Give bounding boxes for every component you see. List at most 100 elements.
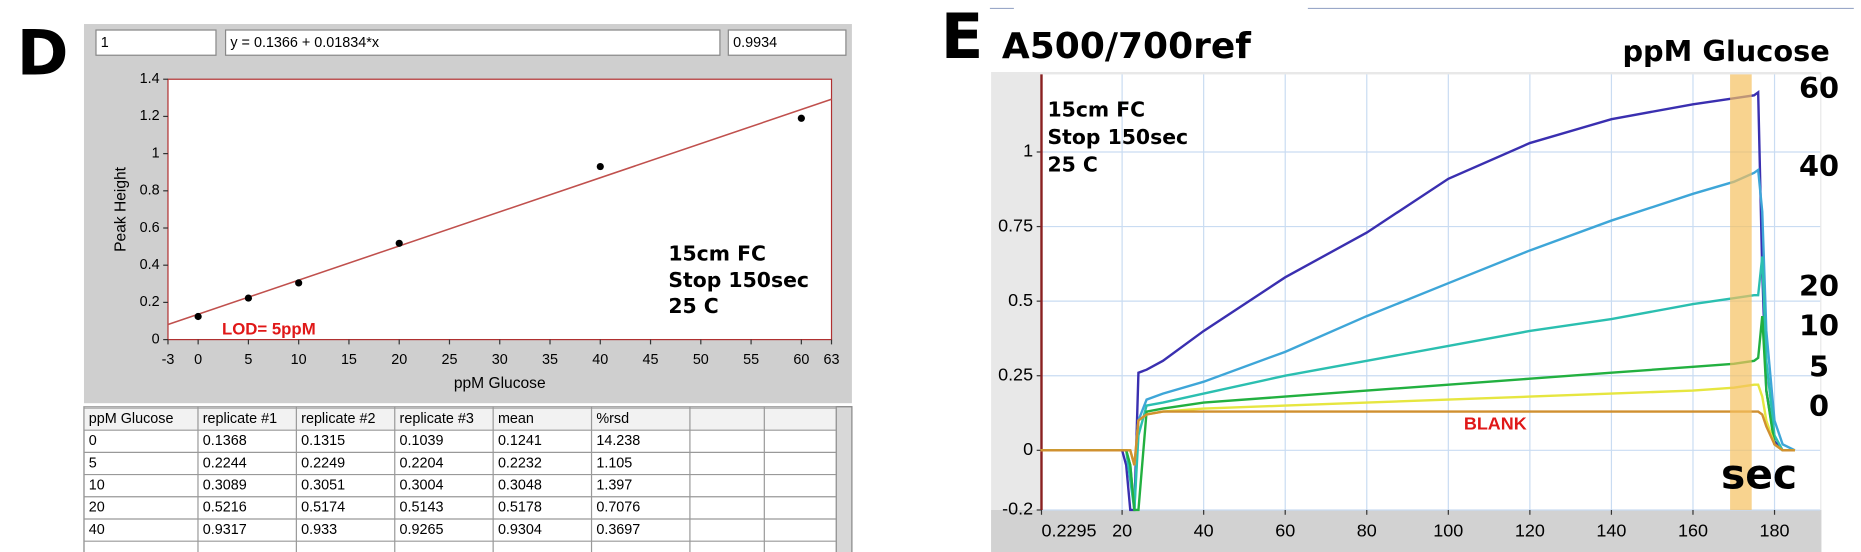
table-cell: 0.5174	[301, 500, 345, 516]
x-tick-label: 180	[1760, 520, 1790, 540]
field-text: 0.9934	[733, 35, 777, 51]
x-tick-label: 10	[291, 352, 307, 368]
y-tick-label: 0.75	[998, 215, 1033, 235]
field-text: 1	[101, 35, 109, 51]
series-line	[1040, 315, 1795, 512]
table-cell: 0.1315	[301, 433, 345, 449]
y-axis-label: Peak Height	[112, 166, 129, 252]
data-point	[596, 162, 604, 171]
table-cell: 0.7076	[596, 500, 640, 516]
series-label: 60	[1799, 71, 1839, 105]
table-cell: 0.2249	[301, 455, 345, 471]
y-tick-label: 1.4	[140, 71, 160, 87]
x-tick-label: 45	[643, 352, 659, 368]
table-header-cell: replicate #1	[203, 411, 277, 427]
table-cell: 10	[89, 477, 105, 493]
chart-title: A500/700ref	[1002, 26, 1251, 67]
table-header-cell: replicate #2	[301, 411, 375, 427]
y-tick-label: 0	[1023, 439, 1033, 459]
table-cell: 0.2232	[498, 455, 542, 471]
x-tick-label: 35	[542, 352, 558, 368]
annotation: LOD= 5ppM	[222, 319, 316, 338]
table-cell: 40	[89, 522, 105, 538]
annotation: BLANK	[1464, 414, 1527, 434]
x-tick-label: 160	[1678, 520, 1708, 540]
x-tick-label: 63	[824, 352, 840, 368]
table-header-cell: ppM Glucose	[89, 411, 174, 427]
x-axis-label: sec	[1721, 451, 1797, 499]
table-cell: 0.1039	[400, 433, 444, 449]
series-label: 10	[1799, 309, 1839, 343]
x-tick-label: 5	[244, 352, 252, 368]
table-cell: 0.5216	[203, 500, 247, 516]
table-cell: 0.9304	[498, 522, 542, 538]
table-header-cell: %rsd	[596, 411, 629, 427]
text-field	[727, 29, 847, 56]
y-tick-label: 1.2	[140, 108, 160, 124]
table-cell: 1.397	[596, 477, 632, 493]
x-tick-label: 20	[391, 352, 407, 368]
x-tick-label: 40	[1194, 520, 1214, 540]
note: 15cm FC	[668, 241, 766, 265]
table-cell: 14.238	[596, 433, 640, 449]
x-tick-label: 80	[1357, 520, 1377, 540]
table-cell: 0.9317	[203, 522, 247, 538]
table-cell: 0.3697	[596, 522, 640, 538]
note: Stop 150sec	[668, 268, 809, 292]
x-tick-label: 30	[492, 352, 508, 368]
series-label: 40	[1799, 149, 1839, 183]
scrollbar	[835, 406, 853, 552]
table-cell: 0.9265	[400, 522, 444, 538]
plot-area	[167, 78, 833, 341]
x-tick-label: 60	[793, 352, 809, 368]
series-label: 5	[1809, 349, 1829, 383]
x-tick-label: 20	[1112, 520, 1132, 540]
text-field	[224, 29, 721, 56]
y-tick-label: 0.25	[998, 364, 1033, 384]
legend-title: ppM Glucose	[1622, 34, 1829, 68]
plot-area	[1041, 74, 1821, 510]
y-tick-label: 0.4	[140, 257, 160, 273]
table-header-cell: replicate #3	[400, 411, 474, 427]
table-cell: 20	[89, 500, 105, 516]
y-tick-label: 1	[1023, 141, 1033, 161]
x-tick-label: 0	[194, 352, 202, 368]
field-text: y = 0.1366 + 0.01834*x	[230, 35, 379, 51]
table-cell: 0.3048	[498, 477, 542, 493]
note: Stop 150sec	[1047, 125, 1188, 149]
y-tick-label: 0.5	[1008, 290, 1033, 310]
table-cell: 0.2244	[203, 455, 247, 471]
x-tick-label: 120	[1515, 520, 1545, 540]
x-axis-label: ppM Glucose	[454, 375, 546, 392]
note: 25 C	[668, 294, 718, 318]
note: 15cm FC	[1047, 97, 1145, 121]
table-cell: 0.3004	[400, 477, 444, 493]
table-cell: 0.5178	[498, 500, 542, 516]
data-point	[797, 114, 805, 122]
x-tick-label: 25	[441, 352, 457, 368]
table-header	[83, 406, 837, 431]
table-cell: 0.3051	[301, 477, 345, 493]
highlight-band	[1730, 74, 1752, 510]
data-point	[194, 312, 202, 321]
table-cell: 1.105	[596, 455, 632, 471]
x-tick-label: 55	[743, 352, 759, 368]
table-cell: 0.2204	[400, 455, 444, 471]
x-tick-label: 40	[592, 352, 608, 368]
x-tick-label: 0.2295	[1041, 520, 1096, 540]
panel-label: D	[17, 17, 69, 90]
series-label: 0	[1809, 389, 1829, 423]
series-line	[1040, 410, 1795, 466]
data-point	[244, 294, 253, 302]
fit-line	[167, 98, 832, 326]
series-label: 20	[1799, 269, 1839, 303]
x-tick-label: 100	[1433, 520, 1463, 540]
y-tick-label: -0.2	[1002, 499, 1033, 519]
x-tick-label: 50	[693, 352, 709, 368]
panel-label: E	[941, 0, 984, 73]
table-cell: 0	[89, 433, 97, 449]
x-tick-label: 15	[341, 352, 357, 368]
y-tick-label: 0	[152, 331, 160, 347]
y-tick-label: 0.2	[140, 294, 160, 310]
